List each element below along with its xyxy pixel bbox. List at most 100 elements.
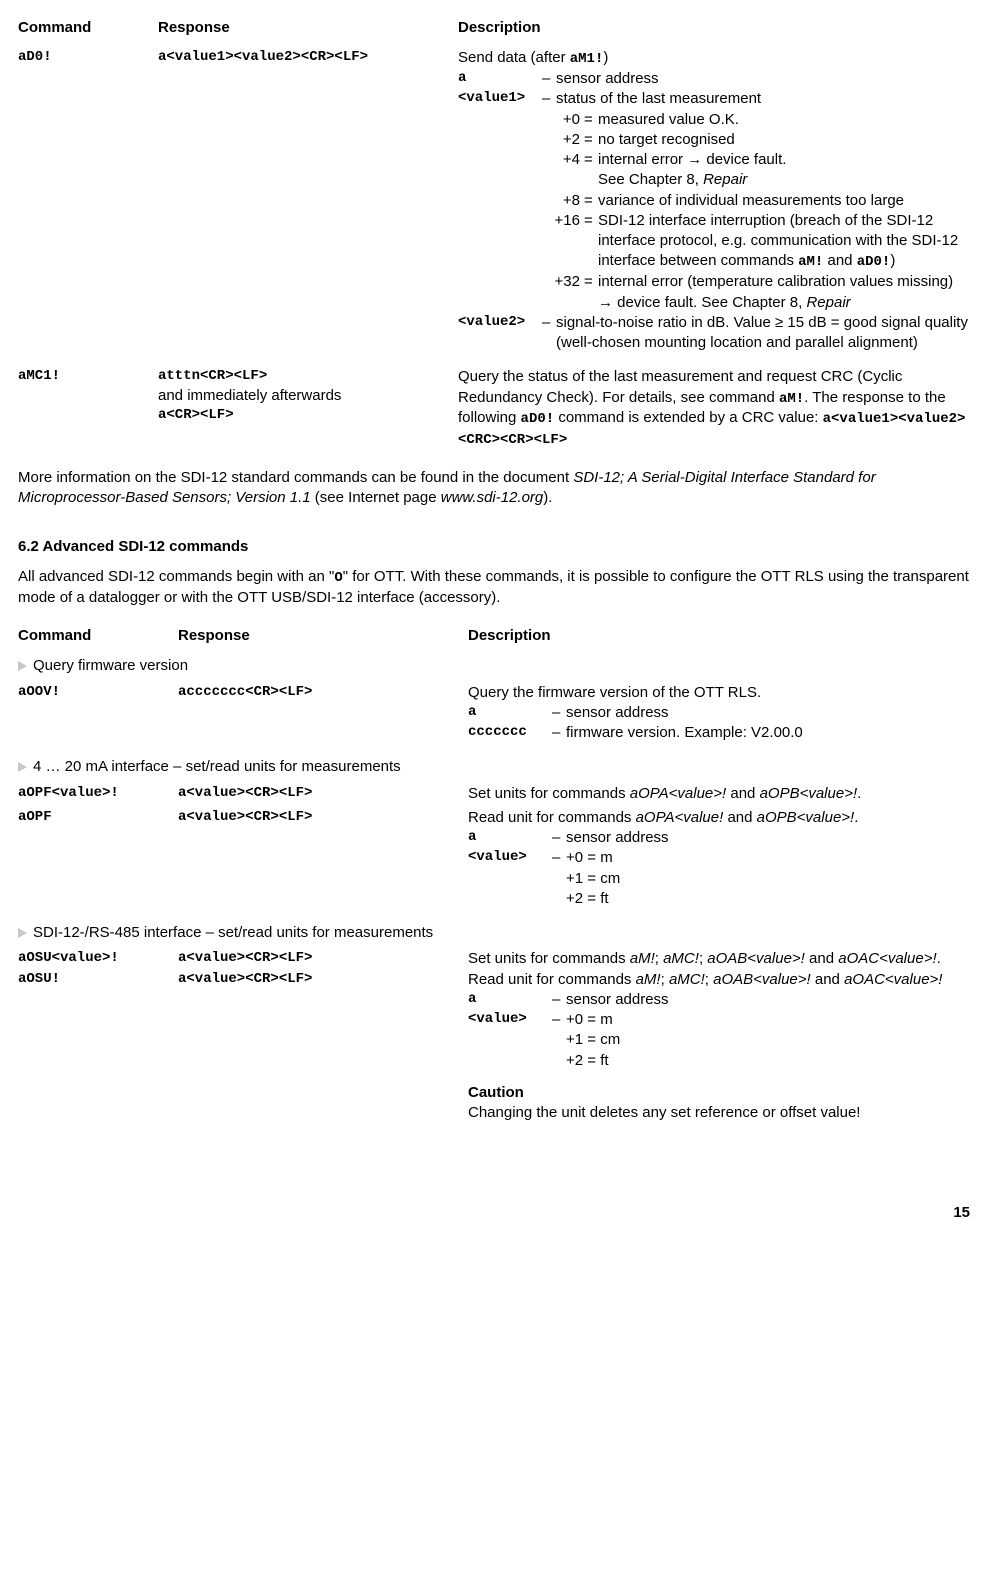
table-row: aOSU! a<value><CR><LF> Read unit for com… (18, 970, 970, 1124)
dash: – (542, 89, 556, 109)
kv-val: firmware version. Example: V2.00.0 (566, 723, 970, 743)
table-row: aOSU<value>! a<value><CR><LF> Set units … (18, 949, 970, 969)
blank (552, 1051, 566, 1071)
text: . (857, 785, 861, 802)
code: aD0! (521, 411, 555, 427)
italic: aOAB<value>! (713, 971, 811, 988)
text: Send data (after (458, 49, 570, 66)
text: ) (890, 252, 895, 269)
th-response: Response (178, 626, 468, 646)
dash: – (552, 1010, 566, 1030)
code: aM1! (570, 51, 604, 67)
dash: – (552, 723, 566, 743)
kv-val: +0 = m (566, 848, 970, 868)
desc: Set units for commands aOPA<value>! and … (468, 784, 970, 804)
group-label: 4 … 20 mA interface – set/read units for… (33, 757, 401, 777)
kv-val: +1 = cm (566, 1030, 970, 1050)
resp-text: and immediately afterwards (158, 386, 450, 406)
th-command: Command (18, 626, 178, 646)
resp: a<value><CR><LF> (178, 808, 468, 827)
dash: – (552, 828, 566, 848)
cmd: aMC1! (18, 367, 158, 386)
text: Read unit for commands (468, 971, 636, 988)
text: Query the firmware version of the OTT RL… (468, 683, 970, 703)
eq: = (584, 130, 598, 150)
cmd: aOPF (18, 808, 178, 827)
text: All advanced SDI-12 commands begin with … (18, 568, 334, 585)
code: aD0! (857, 254, 891, 270)
code: aM! (779, 391, 804, 407)
table-row: aOOV! accccccc<CR><LF> Query the firmwar… (18, 683, 970, 744)
resp: atttn<CR><LF> and immediately afterwards… (158, 367, 458, 425)
desc: Send data (after aM1!) a – sensor addres… (458, 48, 970, 353)
kv-val: sensor address (566, 703, 970, 723)
kv-val: status of the last measurement (556, 89, 970, 109)
italic: aMC! (669, 971, 705, 988)
text: ; (705, 971, 713, 988)
kv-key: <value> (468, 1010, 552, 1030)
triangle-icon (18, 661, 27, 671)
italic: aOAC<value>! (838, 950, 936, 967)
desc: Query the status of the last measurement… (458, 367, 970, 450)
text: ) (603, 49, 608, 66)
text: and (723, 809, 756, 826)
text: . (937, 950, 941, 967)
table1-header: Command Response Description (18, 18, 970, 38)
kv-key: a (458, 69, 542, 89)
text: and (805, 950, 838, 967)
section-intro: All advanced SDI-12 commands begin with … (18, 567, 970, 608)
code-val: no target recognised (598, 130, 970, 150)
kv-val: sensor address (556, 69, 970, 89)
text: and (726, 785, 759, 802)
section-title: 6.2 Advanced SDI-12 commands (18, 537, 970, 557)
table-row: aD0! a<value1><value2><CR><LF> Send data… (18, 48, 970, 353)
resp: accccccc<CR><LF> (178, 683, 468, 702)
text: . (854, 809, 858, 826)
text: internal error (temperature calibration … (598, 273, 953, 310)
dash: – (552, 848, 566, 868)
text: Set units for commands (468, 785, 630, 802)
italic: aOAB<value>! (707, 950, 805, 967)
italic: Repair (806, 294, 850, 311)
th-response: Response (158, 18, 458, 38)
table-row: aOPF a<value><CR><LF> Read unit for comm… (18, 808, 970, 909)
kv-key: <value1> (458, 89, 542, 109)
th-description: Description (458, 18, 970, 38)
text: internal error → device fault. (598, 151, 786, 168)
resp-mono: a<CR><LF> (158, 406, 450, 425)
cmd: aOPF<value>! (18, 784, 178, 803)
page-number: 15 (18, 1203, 970, 1223)
kv-val: signal-to-noise ratio in dB. Value ≥ 15 … (556, 313, 970, 354)
text: See Chapter 8, (598, 171, 703, 188)
group-heading: Query firmware version (18, 656, 970, 676)
italic: aMC! (663, 950, 699, 967)
text: command is extended by a CRC value: (554, 409, 822, 426)
text: More information on the SDI-12 standard … (18, 469, 573, 486)
group-label: Query firmware version (33, 656, 188, 676)
group-label: SDI-12-/RS-485 interface – set/read unit… (33, 923, 433, 943)
text: ; (655, 950, 663, 967)
code-val: internal error → device fault. See Chapte… (598, 150, 970, 191)
kv-key: ccccccc (468, 723, 552, 743)
dash: – (542, 69, 556, 89)
code-key: +4 (542, 150, 584, 191)
italic: aOPA<value>! (630, 785, 726, 802)
eq: = (584, 150, 598, 191)
eq: = (584, 272, 598, 313)
blank (552, 889, 566, 909)
code-key: +2 (542, 130, 584, 150)
italic: aOPA<value! (636, 809, 724, 826)
th-command: Command (18, 18, 158, 38)
resp-mono: atttn<CR><LF> (158, 367, 450, 386)
code-key: +32 (542, 272, 584, 313)
kv-val: sensor address (566, 990, 970, 1010)
triangle-icon (18, 762, 27, 772)
table-row: aOPF<value>! a<value><CR><LF> Set units … (18, 784, 970, 804)
blank (468, 1051, 552, 1071)
resp: a<value><CR><LF> (178, 970, 468, 989)
code-key: +0 (542, 110, 584, 130)
blank (468, 889, 552, 909)
cmd: aOSU<value>! (18, 949, 178, 968)
text: (see Internet page (311, 489, 441, 506)
kv-key: a (468, 703, 552, 723)
